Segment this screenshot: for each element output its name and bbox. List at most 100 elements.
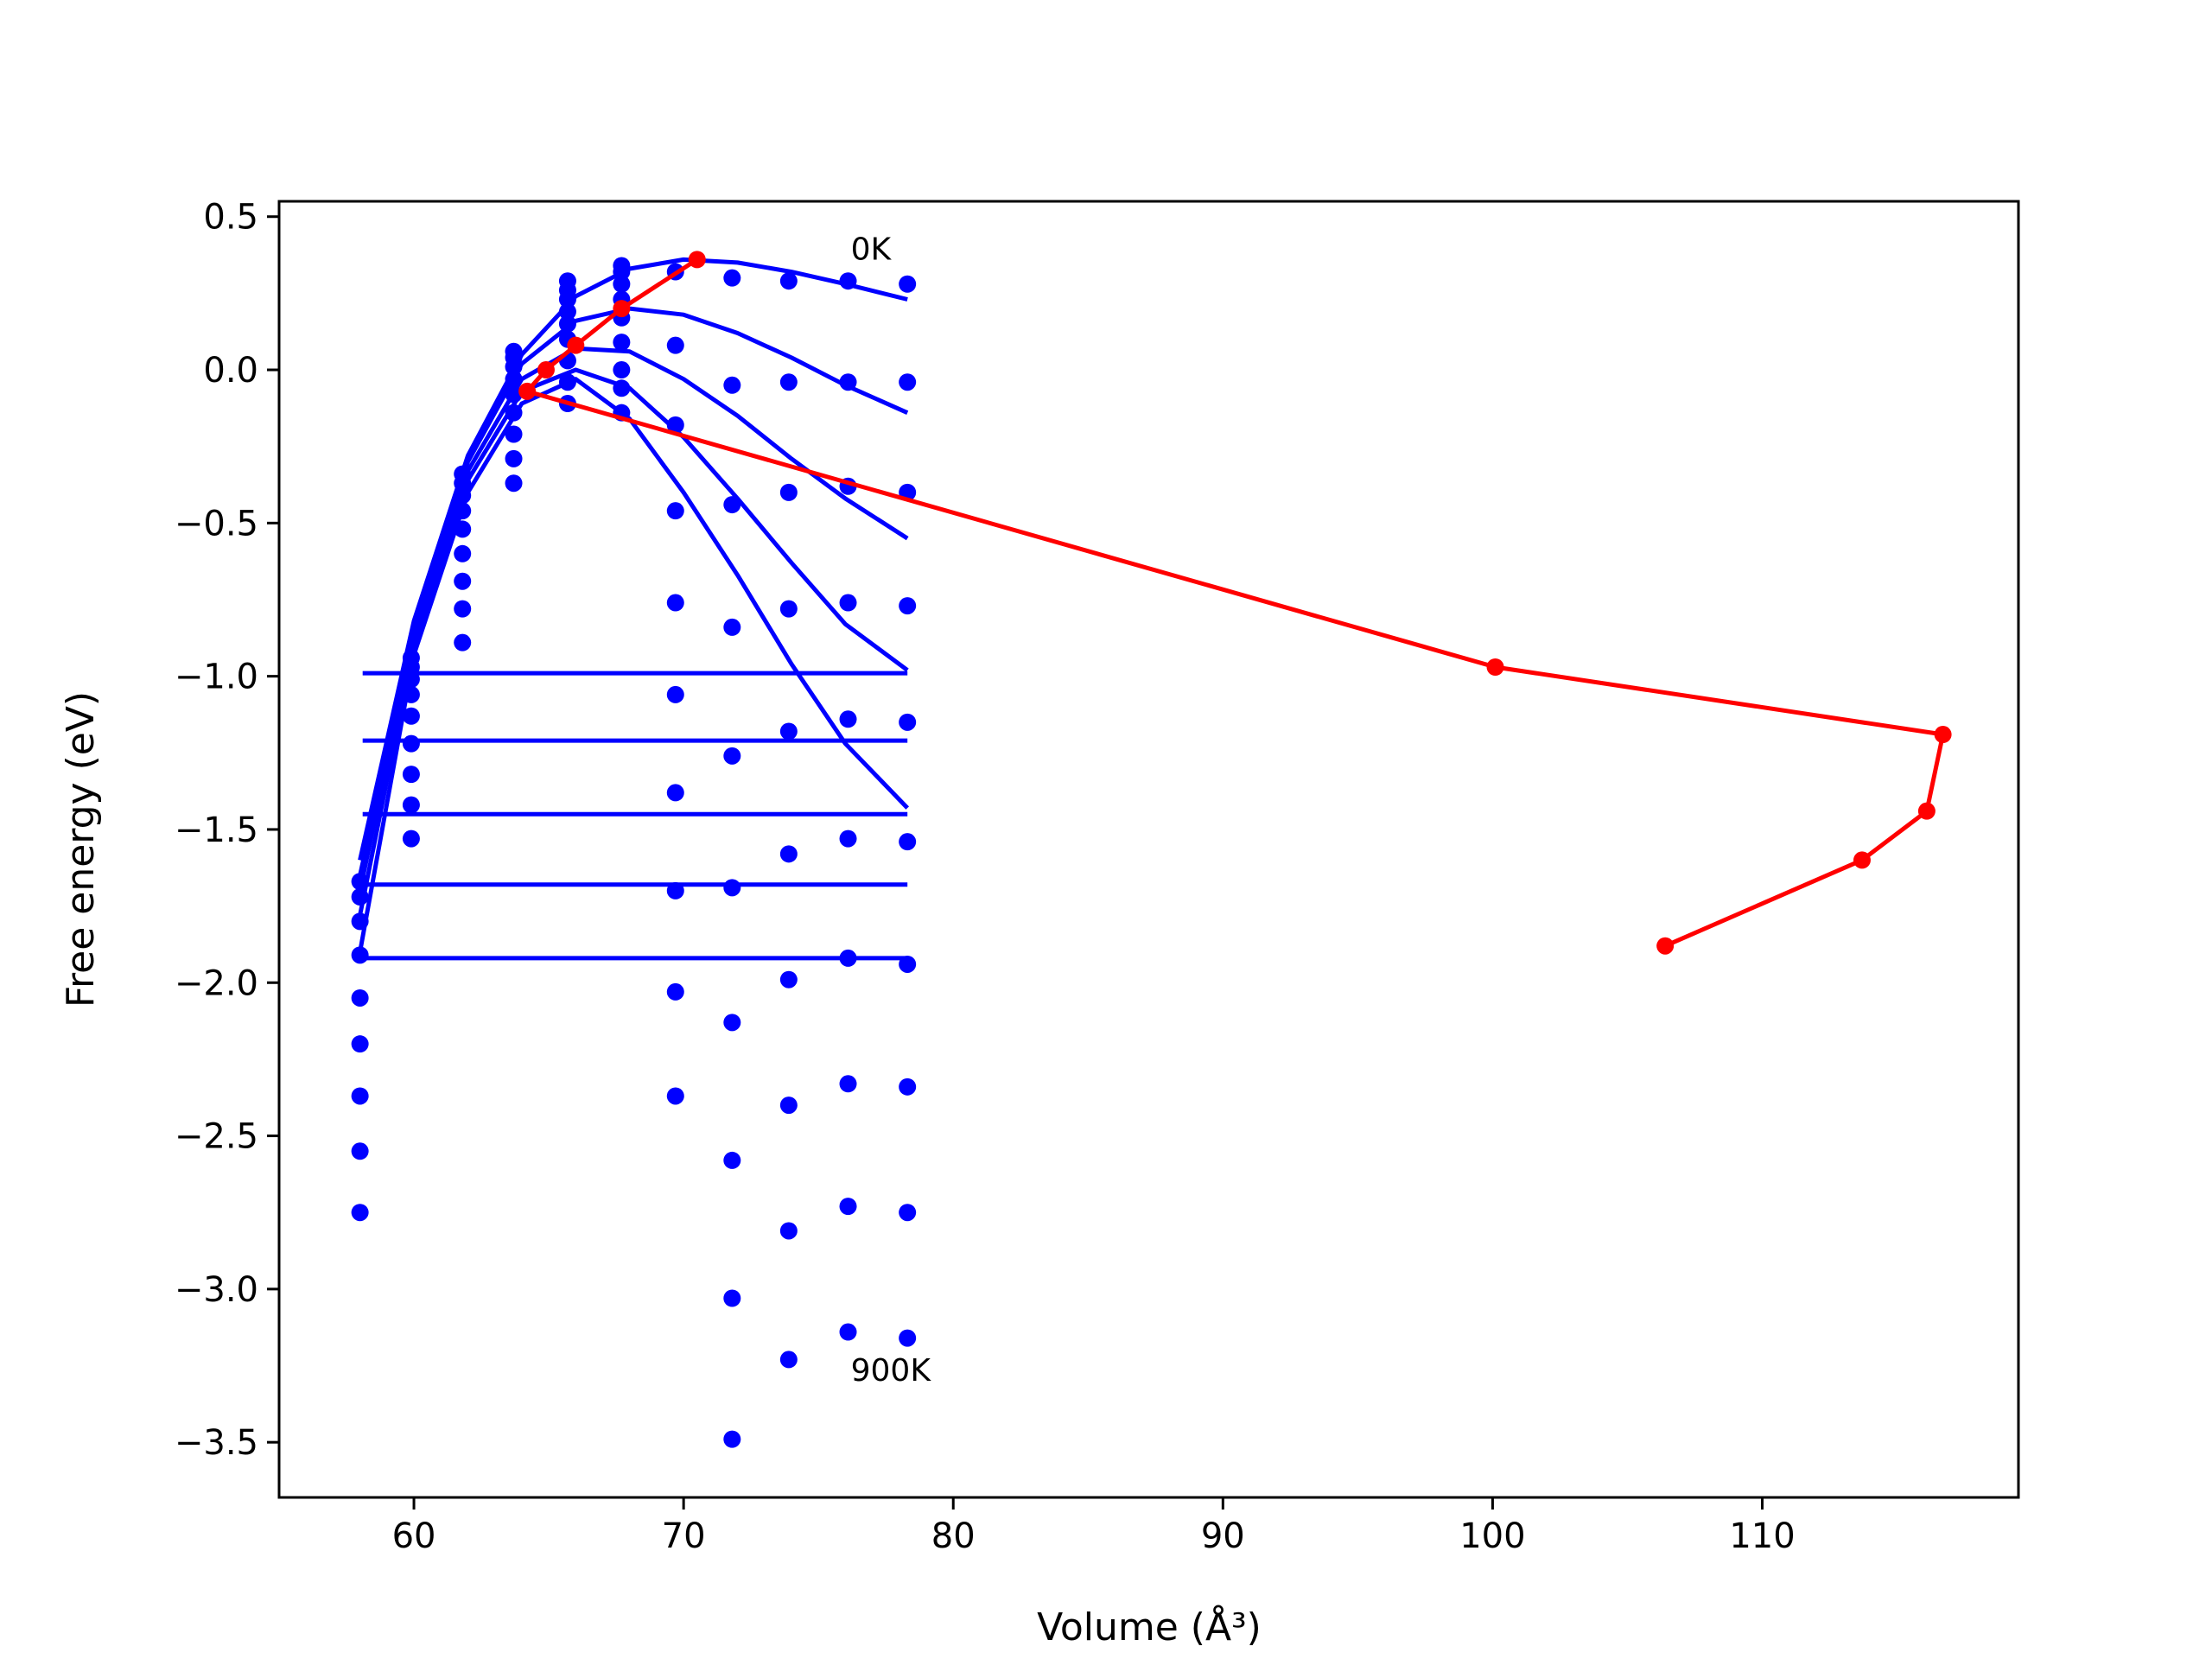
data-point: [899, 373, 917, 391]
data-point: [899, 833, 917, 851]
y-tick-label: −1.5: [175, 810, 258, 850]
data-point: [779, 1096, 798, 1115]
data-point: [666, 1087, 684, 1105]
y-axis-ticks: 0.5 0.0 −0.5 −1.0 −1.5 −2.0 −2.5 −3.0 −3.5: [175, 198, 279, 1463]
data-point: [779, 722, 798, 741]
trajectory-point: [688, 251, 706, 269]
data-point: [839, 710, 857, 728]
data-point: [505, 425, 523, 443]
trajectory-point: [1853, 851, 1871, 869]
data-point: [402, 734, 420, 753]
trajectory-point: [537, 361, 555, 379]
data-point: [351, 1087, 369, 1105]
trajectory-point: [1656, 937, 1675, 955]
trajectory-series: [518, 251, 1952, 955]
y-tick-label: −3.5: [175, 1423, 258, 1463]
data-point: [723, 269, 741, 287]
data-point: [723, 496, 741, 514]
data-point: [723, 1014, 741, 1032]
plot-frame: [277, 200, 2020, 1499]
data-point: [723, 879, 741, 897]
data-point: [899, 713, 917, 731]
data-point: [839, 1075, 857, 1093]
data-point: [723, 1430, 741, 1448]
data-point: [613, 263, 631, 281]
data-point: [666, 982, 684, 1001]
data-point: [505, 404, 523, 422]
x-tick-label: 60: [392, 1516, 436, 1556]
data-point: [899, 1077, 917, 1096]
x-axis-ticks: 60 70 80 90 100 110: [392, 1497, 1796, 1556]
x-tick-label: 80: [931, 1516, 976, 1556]
y-tick-label: 0.5: [203, 198, 258, 238]
data-point: [666, 336, 684, 354]
data-point: [351, 912, 369, 931]
data-point: [666, 685, 684, 703]
x-tick-label: 110: [1729, 1516, 1795, 1556]
data-point: [723, 1289, 741, 1307]
x-axis-label: Volume (Å³): [1037, 1604, 1262, 1649]
y-tick-label: −1.0: [175, 658, 258, 697]
data-point: [454, 600, 472, 618]
trajectory-point: [567, 336, 585, 354]
data-point: [899, 1204, 917, 1222]
data-point: [402, 796, 420, 814]
data-point: [779, 1351, 798, 1369]
trajectory-point: [1917, 802, 1936, 820]
data-point: [666, 416, 684, 434]
data-point: [454, 520, 472, 538]
trajectory-line: [524, 257, 1946, 948]
data-point: [666, 502, 684, 520]
data-point: [402, 707, 420, 725]
data-point: [454, 544, 472, 563]
data-points: [351, 257, 917, 1448]
y-tick-label: −3.0: [175, 1270, 258, 1310]
y-axis-label: Free energy (eV): [59, 691, 103, 1007]
data-point: [351, 887, 369, 906]
x-tick-label: 90: [1201, 1516, 1245, 1556]
data-point: [779, 483, 798, 501]
annotations: 0K 900K: [851, 232, 932, 1389]
x-tick-label: 70: [662, 1516, 706, 1556]
y-tick-label: 0.0: [203, 351, 258, 391]
data-point: [351, 946, 369, 964]
data-point: [779, 970, 798, 988]
data-point: [779, 272, 798, 290]
annotation-label: 0K: [851, 232, 893, 267]
data-point: [558, 373, 576, 391]
data-point: [839, 949, 857, 967]
data-point: [454, 502, 472, 520]
data-point: [351, 873, 369, 891]
data-point: [723, 376, 741, 394]
data-point: [839, 1323, 857, 1341]
data-point: [454, 572, 472, 590]
data-point: [723, 1151, 741, 1169]
data-point: [899, 1329, 917, 1347]
y-tick-label: −2.0: [175, 963, 258, 1003]
data-point: [402, 766, 420, 784]
data-point: [505, 370, 523, 388]
data-point: [454, 474, 472, 493]
data-point: [613, 334, 631, 352]
data-point: [839, 1198, 857, 1216]
data-point: [723, 747, 741, 765]
data-point: [402, 830, 420, 848]
data-point: [351, 1142, 369, 1160]
data-point: [723, 618, 741, 636]
data-point: [505, 385, 523, 404]
data-point: [402, 685, 420, 703]
data-point: [402, 671, 420, 689]
trajectory-point: [613, 300, 631, 318]
data-point: [899, 597, 917, 615]
y-tick-label: −0.5: [175, 504, 258, 543]
y-tick-label: −2.5: [175, 1117, 258, 1157]
trajectory-point: [1486, 658, 1504, 677]
data-point: [505, 474, 523, 493]
data-point: [779, 1222, 798, 1240]
annotation-label: 900K: [851, 1353, 932, 1389]
data-point: [505, 449, 523, 467]
data-point: [558, 302, 576, 321]
data-point: [613, 379, 631, 397]
data-point: [839, 594, 857, 612]
